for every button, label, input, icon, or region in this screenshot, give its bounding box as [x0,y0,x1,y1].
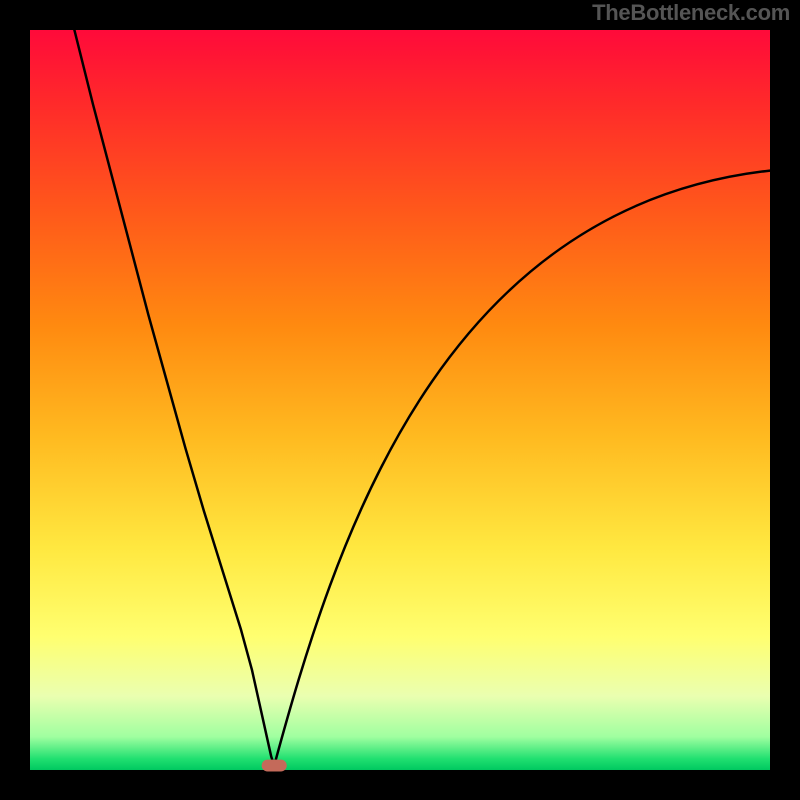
watermark: TheBottleneck.com [592,0,790,26]
optimal-marker [262,760,287,772]
chart-container: TheBottleneck.com [0,0,800,800]
plot-gradient [30,30,770,770]
bottleneck-chart [0,0,800,800]
